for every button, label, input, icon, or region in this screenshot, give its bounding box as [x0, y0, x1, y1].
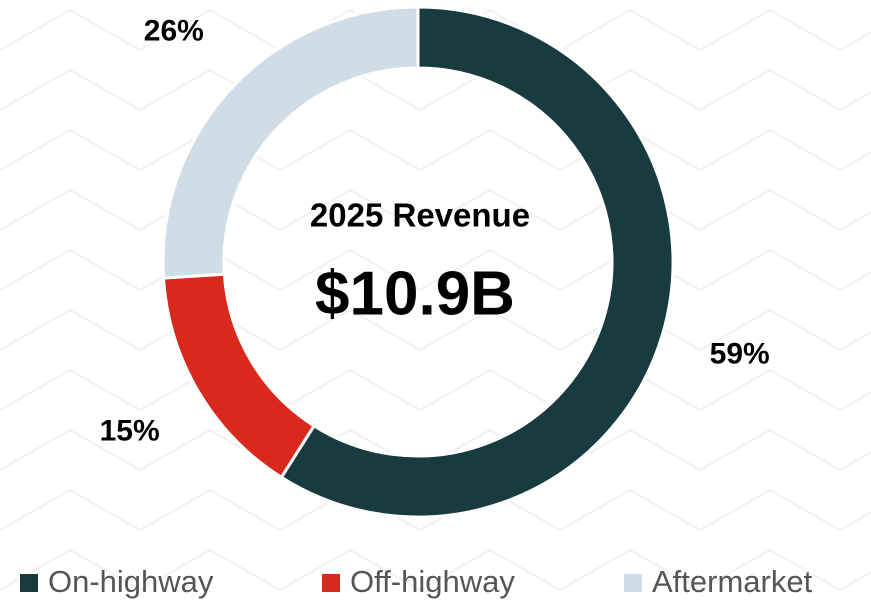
donut-slice: [161, 5, 420, 280]
center-title: 2025 Revenue: [310, 197, 530, 234]
data-label: 15%: [100, 414, 160, 447]
center-value: $10.9B: [315, 259, 515, 328]
legend-label: Off-highway: [350, 564, 515, 599]
legend-swatch: [322, 574, 340, 592]
donut-slice: [279, 5, 675, 519]
legend: On-highway Off-highway Aftermarket: [20, 564, 813, 599]
legend-swatch: [624, 574, 642, 592]
legend-label: On-highway: [48, 564, 214, 599]
data-label: 59%: [710, 337, 770, 370]
legend-label: Aftermarket: [652, 564, 813, 599]
data-label: 26%: [144, 15, 204, 48]
donut: 59% 15% 26%: [100, 5, 770, 519]
legend-swatch: [20, 574, 38, 592]
